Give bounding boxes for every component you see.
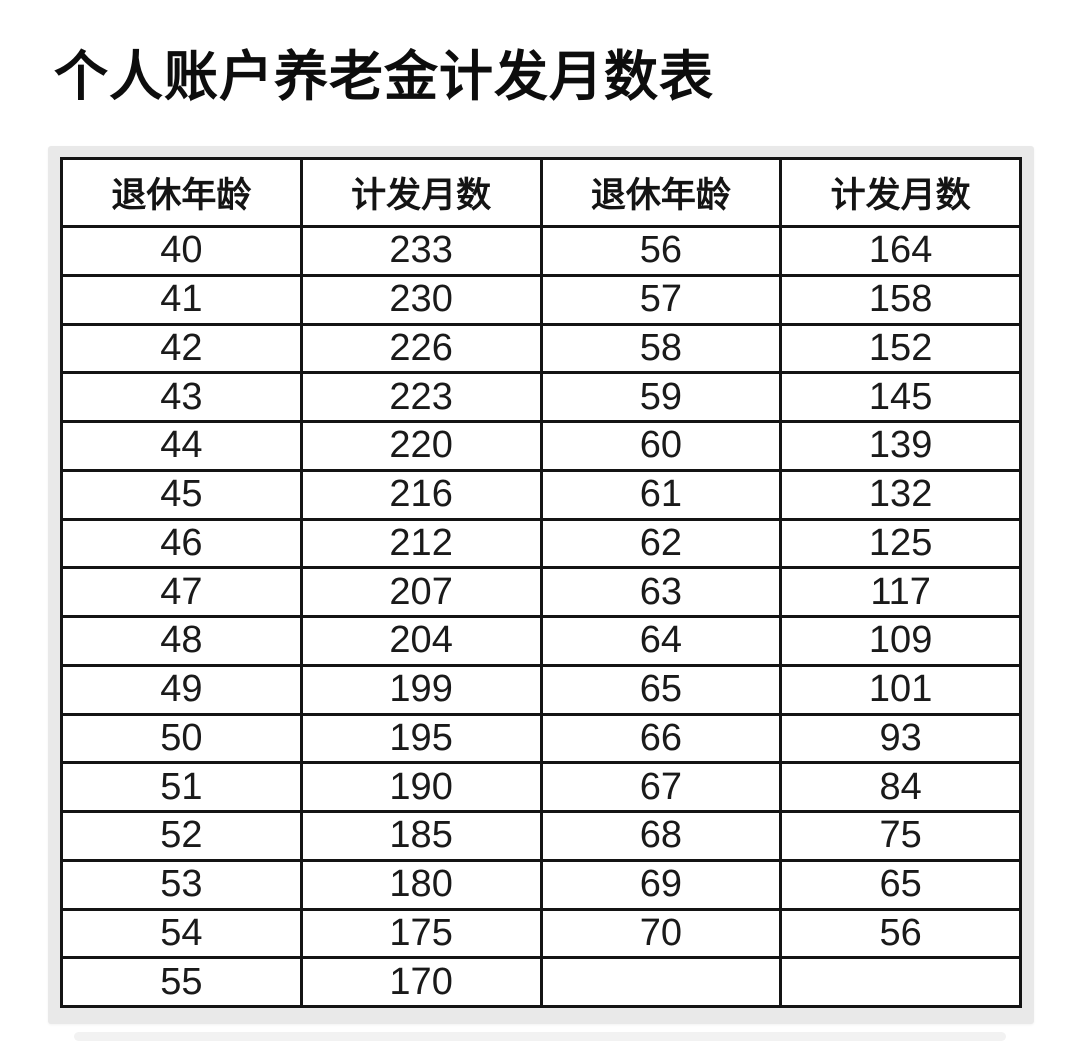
table-row: 45 216 61 132 [60,468,1022,521]
table-cell: 68 [539,810,783,862]
table-cell: 109 [779,615,1022,667]
table-cell: 63 [539,566,783,618]
table-cell: 145 [779,371,1022,423]
table-cell: 190 [299,761,543,813]
table-cell: 69 [539,858,783,911]
table-row: 43 223 59 145 [60,371,1022,423]
table-row: 40 233 56 164 [60,225,1022,277]
table-cell: 75 [779,810,1022,862]
table-cell: 226 [299,322,543,375]
table-cell: 44 [60,420,303,472]
table-cell: 185 [299,810,543,862]
table-cell: 233 [299,225,543,277]
table-cell: 125 [779,517,1022,570]
table-cell: 139 [779,420,1022,472]
table-cell: 47 [60,566,303,618]
table-body: 40 233 56 164 41 230 57 158 42 226 58 152 43 223 59 145… [60,225,1022,1008]
table-cell: 180 [299,858,543,911]
header-cell-retirement-age-right: 退休年龄 [539,157,783,228]
table-row: 41 230 57 158 [60,273,1022,326]
table-cell: 195 [299,712,543,765]
table-row: 54 175 70 56 [60,907,1022,960]
header-cell-payment-months-left: 计发月数 [299,157,543,228]
table-cell: 45 [60,468,303,521]
table-cell: 59 [539,371,783,423]
pension-months-table: 退休年龄 计发月数 退休年龄 计发月数 40 233 56 164 41 230 57 158… [60,157,1022,1008]
card-shadow-strip [74,1032,1006,1041]
table-cell: 117 [779,566,1022,618]
table-cell: 49 [60,663,303,716]
header-cell-retirement-age-left: 退休年龄 [60,157,303,228]
table-cell: 43 [60,371,303,423]
table-cell: 54 [60,907,303,960]
table-cell: 158 [779,273,1022,326]
table-row: 47 207 63 117 [60,566,1022,618]
table-cell: 51 [60,761,303,813]
table-cell: 70 [539,907,783,960]
table-cell: 170 [299,956,543,1008]
table-cell: 216 [299,468,543,521]
page-title: 个人账户养老金计发月数表 [54,45,714,108]
table-row: 48 204 64 109 [60,615,1022,667]
header-cell-payment-months-right: 计发月数 [779,157,1022,228]
table-cell: 64 [539,615,783,667]
table-cell: 50 [60,712,303,765]
table-cell: 40 [60,225,303,277]
table-cell: 207 [299,566,543,618]
table-cell: 199 [299,663,543,716]
table-cell: 55 [60,956,303,1008]
table-cell: 67 [539,761,783,813]
table-cell: 57 [539,273,783,326]
table-cell: 93 [779,712,1022,765]
table-cell: 41 [60,273,303,326]
table-row: 50 195 66 93 [60,712,1022,765]
table-cell: 52 [60,810,303,862]
table-cell: 53 [60,858,303,911]
table-cell: 101 [779,663,1022,716]
table-row: 52 185 68 75 [60,810,1022,862]
table-cell: 58 [539,322,783,375]
table-cell [539,956,783,1008]
table-cell: 48 [60,615,303,667]
table-header-row: 退休年龄 计发月数 退休年龄 计发月数 [60,157,1022,228]
table-cell: 152 [779,322,1022,375]
table-row: 51 190 67 84 [60,761,1022,813]
table-cell: 212 [299,517,543,570]
table-cell: 42 [60,322,303,375]
table-row: 46 212 62 125 [60,517,1022,570]
table-row: 49 199 65 101 [60,663,1022,716]
table-cell: 56 [539,225,783,277]
table-row: 55 170 [60,956,1022,1008]
table-cell: 65 [779,858,1022,911]
table-cell: 46 [60,517,303,570]
table-cell: 84 [779,761,1022,813]
table-cell: 204 [299,615,543,667]
table-cell: 223 [299,371,543,423]
table-cell [779,956,1022,1008]
table-cell: 62 [539,517,783,570]
table-cell: 66 [539,712,783,765]
table-card: 退休年龄 计发月数 退休年龄 计发月数 40 233 56 164 41 230 57 158… [48,146,1034,1024]
table-cell: 61 [539,468,783,521]
table-cell: 175 [299,907,543,960]
table-cell: 60 [539,420,783,472]
table-cell: 220 [299,420,543,472]
table-row: 44 220 60 139 [60,420,1022,472]
table-cell: 65 [539,663,783,716]
table-cell: 132 [779,468,1022,521]
table-cell: 164 [779,225,1022,277]
table-cell: 56 [779,907,1022,960]
table-row: 53 180 69 65 [60,858,1022,911]
table-cell: 230 [299,273,543,326]
table-row: 42 226 58 152 [60,322,1022,375]
